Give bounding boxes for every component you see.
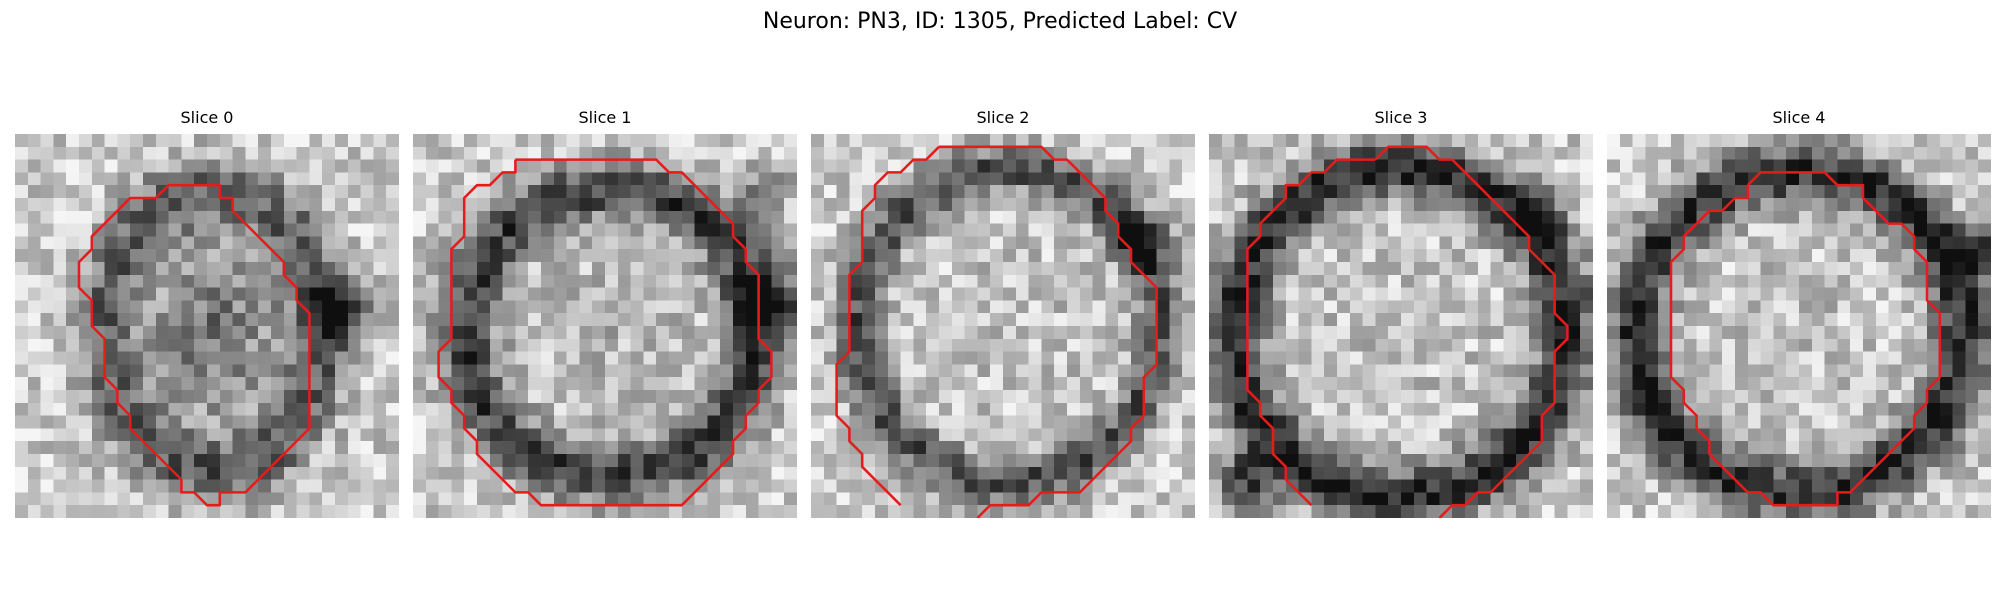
slice-title-2: Slice 2 bbox=[976, 108, 1030, 127]
slice-title-1: Slice 1 bbox=[578, 108, 632, 127]
slice-panel-2: Slice 2 bbox=[811, 108, 1195, 520]
contour-line-0 bbox=[77, 183, 311, 507]
slice-image-0 bbox=[15, 134, 399, 518]
slice-image-1 bbox=[413, 134, 797, 518]
slice-panel-3: Slice 3 bbox=[1209, 108, 1593, 520]
contour-line-3-b bbox=[1246, 158, 1376, 507]
slice-title-0: Slice 0 bbox=[180, 108, 234, 127]
slice-title-3: Slice 3 bbox=[1374, 108, 1428, 127]
slice-image-2 bbox=[811, 134, 1195, 518]
slice-panel-1: Slice 1 bbox=[413, 108, 797, 520]
figure-title: Neuron: PN3, ID: 1305, Predicted Label: … bbox=[762, 9, 1238, 34]
contour-line-4 bbox=[1669, 171, 1942, 507]
slice-image-3 bbox=[1209, 134, 1593, 518]
contour-line-2 bbox=[939, 145, 1158, 518]
contour-line-2-b bbox=[835, 145, 940, 507]
slice-panel-4: Slice 4 bbox=[1607, 108, 1991, 520]
slice-image-4 bbox=[1607, 134, 1991, 518]
slice-panel-0: Slice 0 bbox=[15, 108, 399, 520]
contour-line-1 bbox=[437, 158, 773, 507]
slice-title-4: Slice 4 bbox=[1772, 108, 1826, 127]
contour-line-3 bbox=[1374, 145, 1569, 518]
